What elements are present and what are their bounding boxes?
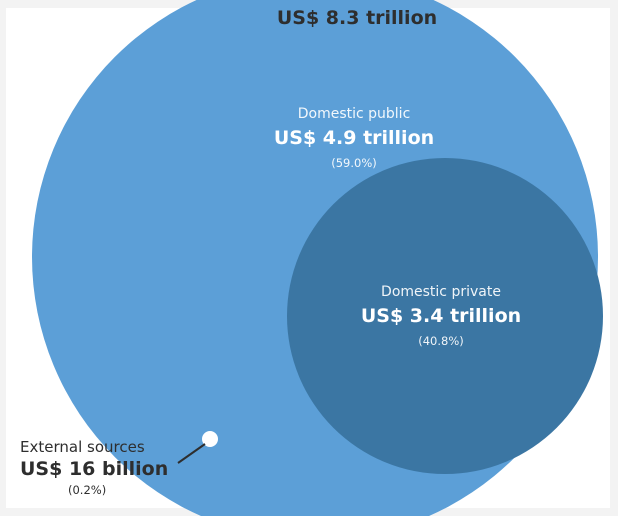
domestic-private-percent: (40.8%) xyxy=(418,334,464,348)
domestic-private-title: Domestic private xyxy=(381,284,501,300)
external-sources-dot xyxy=(202,431,218,447)
external-sources-amount: US$ 16 billion xyxy=(20,458,169,480)
domestic-public-title: Domestic public xyxy=(297,106,411,122)
external-leader-line xyxy=(177,443,206,464)
domestic-public-percent: (59.0%) xyxy=(331,156,377,170)
external-sources-percent: (0.2%) xyxy=(68,483,107,497)
external-sources-block: External sources US$ 16 billion (0.2%) xyxy=(20,438,168,497)
domestic-public-amount: US$ 4.9 trillion xyxy=(273,127,435,149)
domestic-private-circle xyxy=(287,158,603,474)
external-sources-title: External sources xyxy=(20,438,145,456)
total-amount: US$ 8.3 trillion xyxy=(276,7,438,29)
domestic-private-amount: US$ 3.4 trillion xyxy=(360,305,522,327)
